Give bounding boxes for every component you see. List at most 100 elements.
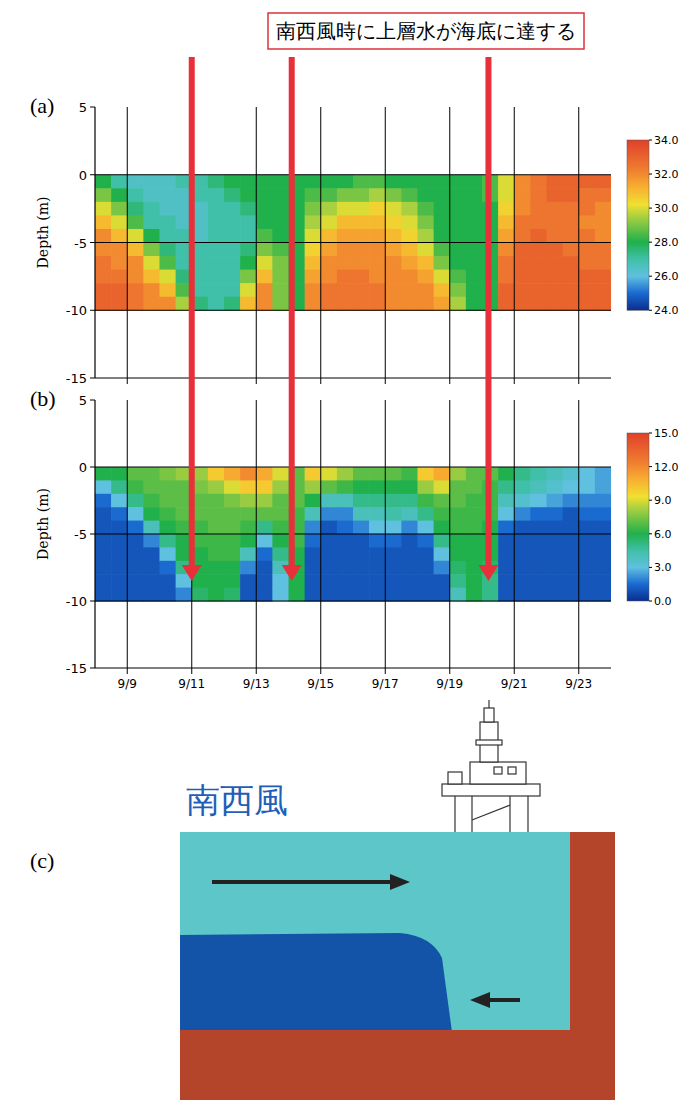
heat-cell (95, 243, 112, 257)
heat-cell (595, 588, 611, 602)
heat-cell (305, 297, 322, 311)
heat-cell (353, 283, 370, 297)
heat-cell (111, 588, 128, 602)
heat-cell (160, 188, 177, 202)
heat-cell (450, 561, 467, 575)
heat-cell (208, 494, 225, 508)
heat-cell (127, 188, 144, 202)
x-axis (95, 667, 611, 668)
shore-wall (570, 832, 615, 1032)
heat-cell (143, 574, 160, 588)
heat-cell (595, 480, 611, 494)
heat-cell (256, 283, 273, 297)
heat-cell (563, 215, 580, 229)
platform-leg (509, 796, 510, 832)
heat-cell (240, 256, 257, 270)
x-tick (320, 378, 321, 384)
heat-cell (321, 588, 338, 602)
heat-cell (563, 547, 580, 561)
heat-cell (337, 297, 354, 311)
heat-cell (224, 188, 241, 202)
heat-cell (305, 480, 322, 494)
heat-cell (530, 588, 547, 602)
heat-cell (547, 534, 564, 548)
heat-cell (385, 521, 402, 535)
colorbar-tick-label: 15.0 (654, 427, 679, 440)
surface-current (212, 880, 392, 884)
heat-cell (595, 297, 611, 311)
heat-cell (240, 229, 257, 243)
heat-cell (369, 507, 386, 521)
heat-cell (369, 256, 386, 270)
heat-cell (160, 202, 177, 216)
y-tick (90, 242, 95, 243)
heat-cell (498, 215, 515, 229)
heat-cell (289, 588, 306, 602)
heat-cell (127, 270, 144, 284)
heat-cell (418, 521, 435, 535)
heat-cell (95, 561, 112, 575)
heat-cell (272, 467, 289, 481)
heat-cell (466, 534, 483, 548)
grid-line-y (95, 242, 611, 243)
heat-cell (272, 256, 289, 270)
heat-cell (321, 547, 338, 561)
heat-cell (514, 215, 531, 229)
heat-cell (595, 561, 611, 575)
heat-cell (514, 270, 531, 284)
heat-cell (337, 588, 354, 602)
heat-cell (208, 521, 225, 535)
x-tick (127, 378, 128, 384)
y-tick-label: 5 (79, 393, 87, 408)
heat-cell (401, 188, 418, 202)
heat-cell (353, 521, 370, 535)
annotation-arrowhead (282, 565, 302, 581)
heat-cell (127, 243, 144, 257)
colorbar-tick-label: 32.0 (654, 168, 679, 181)
heat-cell (579, 480, 596, 494)
heat-cell (224, 215, 241, 229)
heat-cell (127, 229, 144, 243)
platform-leg (471, 796, 472, 832)
heat-cell (353, 588, 370, 602)
heat-cell (256, 243, 273, 257)
heat-cell (224, 270, 241, 284)
heat-cell (337, 521, 354, 535)
panel-label: (c) (30, 848, 54, 873)
heat-cell (579, 215, 596, 229)
heat-cell (208, 574, 225, 588)
heat-cell (272, 175, 289, 189)
heat-cell (498, 229, 515, 243)
heat-cell (579, 588, 596, 602)
heat-cell (143, 561, 160, 575)
colorbar-tick (649, 567, 652, 568)
heat-cell (337, 229, 354, 243)
heat-cell (337, 534, 354, 548)
heat-cell (143, 297, 160, 311)
x-tick (514, 668, 515, 674)
heat-cell (450, 283, 467, 297)
heat-cell (530, 467, 547, 481)
heat-cell (143, 494, 160, 508)
heat-cell (208, 588, 225, 602)
heat-cell (240, 480, 257, 494)
y-tick (90, 601, 95, 602)
heat-cell (579, 256, 596, 270)
heat-cell (272, 534, 289, 548)
heat-cell (143, 270, 160, 284)
heat-cell (401, 574, 418, 588)
heat-cell (595, 175, 611, 189)
heat-cell (434, 256, 451, 270)
heat-cell (305, 547, 322, 561)
heat-cell (305, 215, 322, 229)
heat-cell (466, 243, 483, 257)
heat-cell (224, 588, 241, 602)
heat-cell (450, 175, 467, 189)
heat-cell (498, 547, 515, 561)
y-tick (90, 534, 95, 535)
heat-cell (547, 588, 564, 602)
heat-cell (337, 507, 354, 521)
heat-cell (530, 256, 547, 270)
heat-cell (579, 188, 596, 202)
heat-cell (434, 283, 451, 297)
